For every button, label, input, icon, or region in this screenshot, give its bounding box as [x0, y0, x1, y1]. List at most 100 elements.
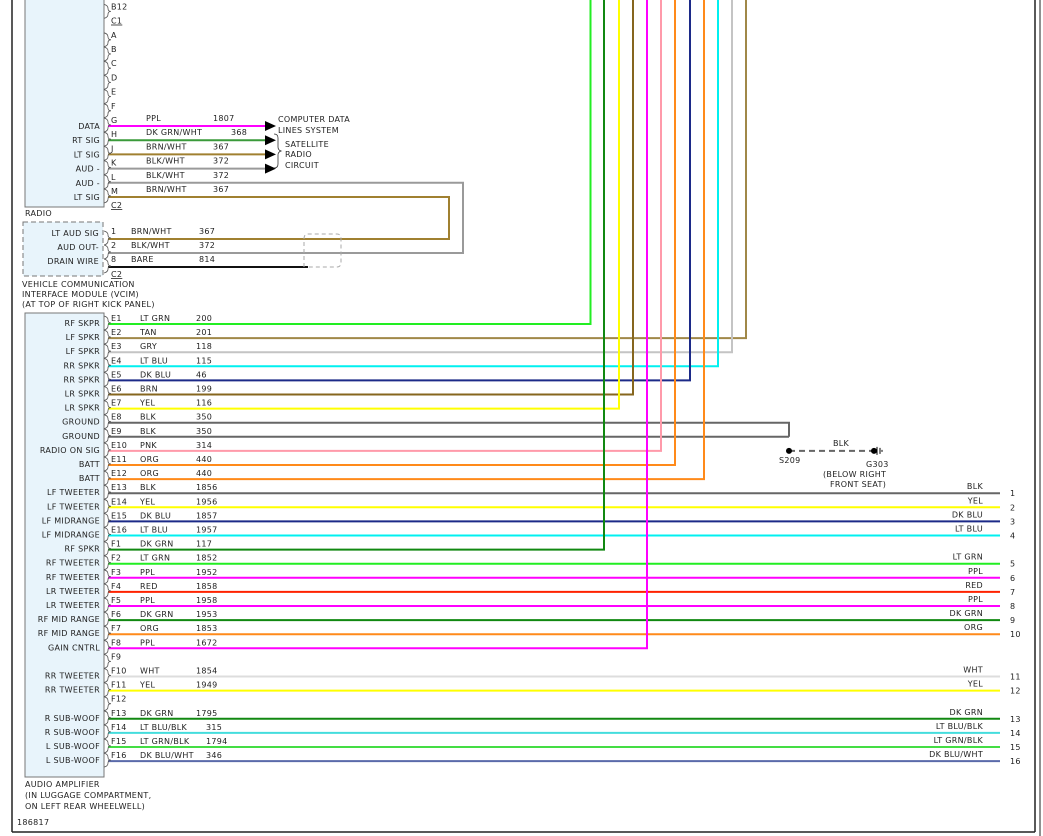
amplifier-pin-function: LF MIDRANGE	[42, 516, 100, 525]
amplifier-pin-label: E13	[111, 483, 127, 492]
radio-pin-label: G	[111, 116, 118, 125]
wire-color-label: PPL	[146, 114, 161, 123]
ground-g303-icon	[871, 447, 877, 454]
amplifier-pin-function: LR SPKR	[65, 404, 101, 413]
amplifier-pin-function: LF SPKR	[66, 333, 101, 342]
ground-label: G303	[866, 460, 889, 469]
splice-label: S209	[779, 456, 801, 465]
connector-terminal-icon	[103, 117, 112, 133]
radio-pin-function: LT SIG	[74, 193, 100, 202]
connector-terminal-icon	[103, 583, 112, 599]
amplifier-pin-label: F8	[111, 638, 121, 647]
wire-amp-E1	[108, 0, 592, 325]
connector-terminal-icon	[103, 329, 112, 345]
wire-amp-E2	[108, 0, 747, 340]
amplifier-pin-function: GROUND	[62, 432, 100, 441]
amplifier-pin-label: F3	[111, 568, 121, 577]
wire-color-label-right: RED	[965, 581, 983, 590]
amplifier-pin-label: F6	[111, 610, 121, 619]
wire-color-label: LT BLU/BLK	[140, 723, 188, 732]
amplifier-pin-function: RADIO ON SIG	[40, 446, 100, 455]
wire-color-label: RED	[140, 582, 158, 591]
wire-amp-E7	[108, 0, 620, 410]
connector-terminal-icon	[103, 372, 112, 387]
amplifier-pin-label: E2	[111, 328, 122, 337]
connector-terminal-icon	[103, 625, 112, 641]
arrow-icon	[265, 121, 276, 131]
wire-color-label: BRN/WHT	[146, 142, 187, 151]
wire-color-label: BLK/WHT	[131, 241, 170, 250]
connector-cavity-number: 7	[1010, 588, 1015, 597]
wire-color-label: YEL	[139, 497, 156, 506]
circuit-number: 1958	[196, 596, 218, 605]
amplifier-pin-label: F13	[111, 709, 127, 718]
connector-cavity-number: 16	[1010, 757, 1021, 766]
connector-terminal-icon	[103, 752, 112, 768]
connector-terminal-icon	[103, 541, 112, 556]
splice-s209-icon	[786, 447, 792, 454]
connector-cavity-number: 14	[1010, 729, 1021, 738]
amplifier-pin-function: LR TWEETER	[46, 587, 100, 596]
vcim-pin-label: 2	[111, 241, 116, 250]
radio-pin-label: J	[110, 144, 114, 153]
connector-terminal-icon	[103, 386, 112, 401]
wire-color-label: WHT	[140, 667, 160, 676]
amplifier-pin-function: L SUB-WOOF	[46, 742, 100, 751]
wire-color-label-right: YEL	[967, 496, 984, 505]
amplifier-pin-label: E15	[111, 511, 127, 520]
amplifier-pin-function: LR TWEETER	[46, 601, 100, 610]
amplifier-pin-function: RR TWEETER	[45, 672, 100, 681]
connector-terminal-icon	[103, 89, 112, 104]
connector-cavity-number: 12	[1010, 687, 1021, 696]
wire-color-label: DK GRN	[140, 540, 174, 549]
connector-terminal-icon	[103, 160, 112, 175]
wire-color-label-right: BLK	[967, 482, 984, 491]
amplifier-pin-label: E1	[111, 314, 122, 323]
wire-color-label-right: DK GRN	[950, 609, 984, 618]
ground-symbol-icon	[876, 446, 883, 455]
circuit-number: 350	[196, 413, 212, 422]
amplifier-pin-function: R SUB-WOOF	[45, 728, 100, 737]
connector-terminal-icon	[103, 357, 112, 373]
amplifier-pin-label: F9	[111, 652, 121, 661]
amplifier-pin-function: LF MIDRANGE	[42, 531, 100, 540]
connector-terminal-icon	[103, 230, 112, 246]
wire-color-label: DK GRN	[140, 709, 174, 718]
destination-label: COMPUTER DATA	[278, 115, 350, 124]
connector-terminal-icon	[103, 258, 112, 274]
connector-terminal-icon	[103, 32, 112, 48]
connector-terminal-icon	[103, 174, 112, 190]
circuit-number: 372	[213, 157, 229, 166]
wire-color-label-right: LT BLU	[955, 525, 983, 534]
wire-color-label-right: WHT	[963, 666, 983, 675]
radio-label: RADIO	[25, 209, 52, 218]
circuit-number: 1952	[196, 568, 218, 577]
wire-amp-E12	[108, 0, 705, 481]
amplifier-pin-function: RR TWEETER	[45, 686, 100, 695]
circuit-number: 118	[196, 342, 212, 351]
arrow-icon	[265, 135, 276, 146]
wire-color-label-right: PPL	[968, 595, 983, 604]
amplifier-pin-label: E10	[111, 441, 127, 450]
wire-color-label-right: YEL	[967, 680, 984, 689]
brace-icon	[273, 133, 283, 169]
circuit-number: 115	[196, 356, 212, 365]
wire-color-label: BRN/WHT	[131, 227, 172, 236]
wire-color-label: DK GRN/WHT	[146, 128, 202, 137]
wire-color-label: LT BLU	[140, 356, 168, 365]
ground-location: FRONT SEAT)	[830, 480, 886, 489]
wire-color-label: DK BLU	[140, 370, 171, 379]
wire-radio-L-to-vcim-2	[108, 181, 464, 254]
wire-color-label: TAN	[139, 328, 157, 337]
wire-amp-F8	[108, 0, 648, 650]
circuit-number: 367	[199, 227, 215, 236]
connector-terminal-icon	[103, 442, 112, 458]
radio-pin-label: C	[111, 59, 117, 68]
circuit-number: 367	[213, 142, 229, 151]
connector-terminal-icon	[103, 4, 112, 19]
vcim-box	[22, 221, 104, 277]
amplifier-pin-function: LF SPKR	[66, 347, 101, 356]
circuit-number: 201	[196, 328, 212, 337]
circuit-number: 1858	[196, 582, 218, 591]
wire-color-label-right: LT GRN/BLK	[934, 736, 984, 745]
